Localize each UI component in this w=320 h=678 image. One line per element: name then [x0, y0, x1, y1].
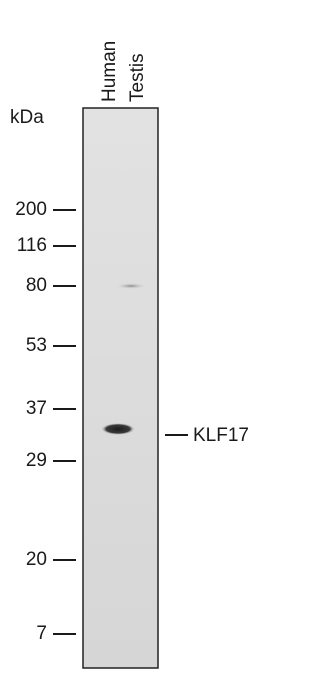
band: [101, 423, 135, 435]
marker-label: 200: [15, 199, 47, 220]
marker-ladder: 200 116 80 53 37 29 20 7: [15, 199, 76, 644]
marker-label: 7: [36, 623, 47, 644]
unit-label: kDa: [10, 107, 44, 128]
blot-membrane: [82, 107, 159, 669]
western-blot-figure: Human Testis kDa KLF17 200 116 80 53 37 29 20 7: [10, 41, 249, 669]
marker-label: 20: [26, 549, 47, 570]
marker-label: 37: [26, 398, 47, 419]
marker-label: 116: [17, 235, 47, 256]
marker-label: 80: [26, 275, 47, 296]
marker-label: 53: [26, 335, 47, 356]
band-label: KLF17: [193, 425, 249, 446]
faint-band: [115, 283, 147, 289]
lane-label: Testis: [127, 53, 148, 102]
lane-label: Human: [99, 41, 120, 102]
marker-label: 29: [26, 450, 47, 471]
